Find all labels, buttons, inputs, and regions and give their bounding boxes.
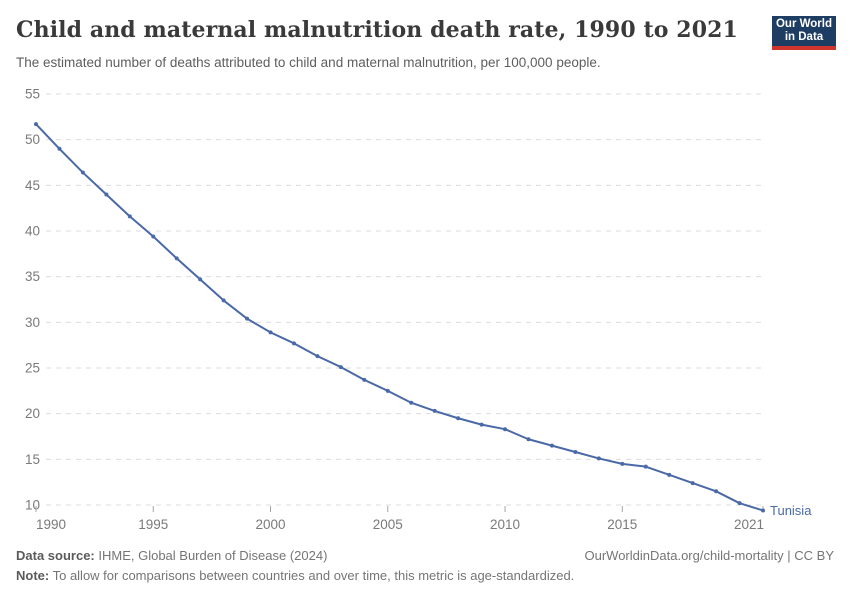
owid-logo-line1: Our World <box>775 18 832 30</box>
y-tick-label: 30 <box>25 315 40 330</box>
data-line <box>35 123 764 512</box>
page-title: Child and maternal malnutrition death ra… <box>16 17 738 43</box>
data-point <box>268 330 273 335</box>
data-point <box>573 450 578 455</box>
data-point <box>761 508 765 513</box>
owid-logo-line2: in Data <box>784 31 824 43</box>
data-point <box>291 341 296 346</box>
entity-label: Tunisia <box>770 503 812 518</box>
note-label: Note: <box>16 568 50 583</box>
data-point <box>549 443 554 448</box>
data-point <box>104 192 109 197</box>
y-tick-label: 50 <box>25 132 40 147</box>
page-subtitle: The estimated number of deaths attribute… <box>16 55 601 70</box>
data-point <box>34 122 38 127</box>
data-point <box>620 461 625 466</box>
data-point <box>221 298 226 303</box>
data-point <box>57 146 62 151</box>
data-point <box>151 234 156 239</box>
data-point <box>127 214 132 219</box>
data-point <box>362 377 367 382</box>
note-value: To allow for comparisons between countri… <box>49 568 575 583</box>
y-tick-label: 15 <box>25 452 40 467</box>
footer-link[interactable]: OurWorldinData.org/child-mortality | CC … <box>584 548 835 563</box>
y-tick-label: 10 <box>25 498 40 513</box>
x-tick-label: 2021 <box>734 517 764 532</box>
line-chart-svg: 10 15 20 25 30 35 40 45 50 55 1990 1995 2000 2005 2010… <box>25 87 812 533</box>
data-point <box>503 427 508 432</box>
data-point <box>643 464 648 469</box>
y-tick-label: 40 <box>25 224 40 239</box>
y-tick-label: 45 <box>25 178 40 193</box>
data-point <box>596 456 601 461</box>
x-tick-label: 2000 <box>255 517 285 532</box>
data-point <box>80 170 85 175</box>
y-tick-label: 55 <box>25 87 40 102</box>
footer: Data source: IHME, Global Burden of Dise… <box>16 546 834 585</box>
x-tick-label: 1990 <box>36 517 66 532</box>
data-point <box>526 437 531 442</box>
data-point <box>479 422 484 427</box>
data-point <box>338 365 343 370</box>
data-point <box>409 400 414 405</box>
x-tick-label: 2010 <box>490 517 520 532</box>
x-tick-label: 2015 <box>607 517 637 532</box>
data-point <box>690 481 695 486</box>
data-point <box>315 354 320 359</box>
y-tick-label: 35 <box>25 269 40 284</box>
y-tick-label: 20 <box>25 406 40 421</box>
data-point <box>432 408 437 413</box>
note-line: Note: To allow for comparisons between c… <box>16 566 834 585</box>
data-point <box>714 489 719 494</box>
data-point <box>245 316 250 321</box>
data-point <box>737 501 742 506</box>
data-source-line: Data source: IHME, Global Burden of Dise… <box>16 546 327 565</box>
x-tick-label: 1995 <box>138 517 168 532</box>
data-point <box>174 256 179 261</box>
x-tick-label: 2005 <box>373 517 403 532</box>
data-source-label: Data source: <box>16 548 95 563</box>
data-point <box>198 277 203 282</box>
owid-logo[interactable]: Our World in Data <box>772 16 836 50</box>
data-source-value: IHME, Global Burden of Disease (2024) <box>94 548 328 563</box>
data-point <box>385 388 390 393</box>
data-point <box>667 472 672 477</box>
data-point <box>456 416 461 421</box>
y-tick-label: 25 <box>25 361 40 376</box>
